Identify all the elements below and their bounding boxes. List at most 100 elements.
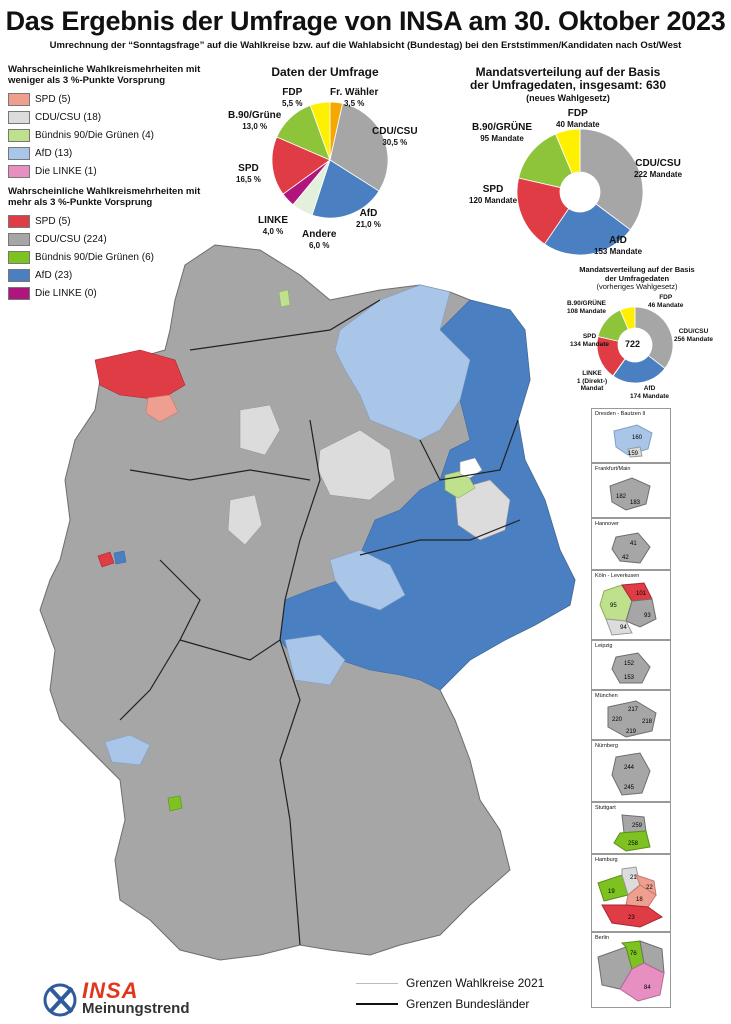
inset-hannover-name: Hannover <box>595 521 619 527</box>
pie-slice-fdp <box>619 306 636 330</box>
border-west-north <box>129 469 311 481</box>
legend-label: SPD (5) <box>35 215 71 227</box>
pie-survey-label-spd-name: SPD <box>238 163 259 174</box>
inset-nuernberg: Nürnberg 244 245 <box>591 740 671 802</box>
pie-seats-label-cdu: CDU/CSU 222 Mandate <box>634 158 682 180</box>
inset-berlin-name: Berlin <box>595 935 610 941</box>
legend-swatch <box>8 164 30 178</box>
border-hesse <box>119 559 201 721</box>
pie-seats-label-gruene-value: 95 Mandate <box>480 134 524 143</box>
pie-seats-label-cdu-name: CDU/CSU <box>635 158 681 169</box>
pie-survey-label-fw: Fr. Wähler 3,5 % <box>330 87 378 109</box>
inset-koeln-n3: 93 <box>644 613 651 619</box>
pie-old-label-gruene-name: B.90/GRÜNE <box>567 300 607 307</box>
pie-seats-chart <box>516 128 644 256</box>
inset-koeln-n1: 101 <box>636 591 647 597</box>
legend-label: AfD (23) <box>35 269 73 281</box>
inset-stuttgart-n1: 259 <box>632 823 643 829</box>
pie-survey-label-fw-value: 3,5 % <box>343 99 365 108</box>
region-afd-weak-palatinate <box>104 734 151 766</box>
legend-label: Die LINKE (1) <box>35 165 97 177</box>
insa-logo-brand: INSA <box>82 978 139 1003</box>
insa-logo-mark-icon <box>43 983 77 1017</box>
inset-hannover: Hannover 41 42 <box>591 518 671 570</box>
inset-leipzig-name: Leipzig <box>595 643 613 649</box>
legend-swatch <box>8 286 30 300</box>
legend-strong-heading: Wahrscheinliche Wahlkreismehrheiten mit … <box>8 186 201 208</box>
inset-muenchen-shape: 217 220 218 219 <box>607 700 657 738</box>
page-subtitle: Umrechnung der “Sonntagsfrage” auf die W… <box>49 40 682 51</box>
legend-swatch <box>8 268 30 282</box>
legend-bundeslaender-label: Grenzen Bundesländer <box>406 997 530 1011</box>
legend-bundeslaender: Grenzen Bundesländer <box>356 997 529 1011</box>
legend-label: SPD (5) <box>35 93 71 105</box>
inset-leipzig-n1: 152 <box>624 661 635 667</box>
inset-hamburg-n3: 19 <box>608 889 615 895</box>
legend-weak: Wahrscheinliche Wahlkreismehrheiten mit … <box>8 64 218 180</box>
inset-berlin: Berlin 76 84 <box>591 932 671 1008</box>
inset-muenchen: München 217 220 218 219 <box>591 690 671 740</box>
pie-seats-label-gruene-name: B.90/GRÜNE <box>472 122 533 133</box>
pie-old-total: 722 <box>625 339 641 349</box>
pie-survey-label-fdp-value: 5,5 % <box>282 99 303 108</box>
pie-slice-cdu-csu <box>634 306 674 370</box>
pie-old-label-spd: SPD 134 Mandate <box>570 333 609 348</box>
pie-old-label-cdu-name: CDU/CSU <box>678 328 709 335</box>
pie-survey-label-andere: Andere 6,0 % <box>302 229 336 251</box>
inset-stuttgart-n2: 258 <box>628 841 639 847</box>
border-bavaria <box>179 639 301 946</box>
inset-dresden-n2: 159 <box>628 451 639 457</box>
inset-hannover-shape: 41 42 <box>611 532 651 564</box>
inset-nuernberg-shape: 244 245 <box>611 752 651 796</box>
inset-frankfurt-n1: 182 <box>616 494 627 500</box>
inset-hamburg-n1: 21 <box>630 875 637 881</box>
pie-old-label-cdu: CDU/CSU 256 Mandate <box>674 328 713 343</box>
pie-old-label-spd-name: SPD <box>582 333 597 340</box>
legend-item: SPD (5) <box>8 90 218 108</box>
inset-dresden-shape: 160 159 <box>613 424 653 458</box>
pie-slice-fdp <box>309 101 331 161</box>
legend-swatch <box>8 232 30 246</box>
region-cdu-weak-center <box>317 429 396 501</box>
pie-old-label-afd: AfD 174 Mandate <box>630 385 669 400</box>
inset-koeln: Köln - Leverkusen 101 95 93 94 <box>591 570 671 640</box>
legend-item: SPD (5) <box>8 212 218 230</box>
insa-logo: INSA Meinungstrend <box>42 978 222 1020</box>
pie-old-label-linke-name: LINKE <box>582 370 602 377</box>
inset-hamburg: Hamburg 21 22 19 18 23 <box>591 854 671 932</box>
legend-item: Bündnis 90/Die Grünen (4) <box>8 126 218 144</box>
inset-dresden: Dresden - Bautzen II 160 159 <box>591 408 671 463</box>
inset-leipzig-shape: 152 153 <box>611 652 651 684</box>
pie-seats-label-spd-name: SPD <box>482 184 504 195</box>
legend-swatch <box>8 92 30 106</box>
legend-item: AfD (13) <box>8 144 218 162</box>
legend-swatch <box>8 110 30 124</box>
pie-slice-spd <box>271 136 331 195</box>
pie-survey-label-fdp: FDP 5,5 % <box>282 87 302 109</box>
pie-seats-title-line1: Mandatsverteilung auf der Basis <box>475 65 661 79</box>
pie-old-title-line2: der Umfragedaten <box>604 273 670 283</box>
pie-old-label-spd-value: 134 Mandate <box>570 340 610 348</box>
pie-slice-afd <box>543 203 631 256</box>
legend-label: Bündnis 90/Die Grünen (6) <box>35 251 154 263</box>
pie-seats-label-fdp-value: 40 Mandate <box>556 120 600 129</box>
inset-muenchen-n3: 218 <box>642 719 653 725</box>
pie-survey-label-gruene: B.90/Grüne 13,0 % <box>228 110 281 132</box>
region-cdu-weak-sachsenanhalt <box>227 494 263 546</box>
legend-label: AfD (13) <box>35 147 73 159</box>
pie-old-chart <box>596 306 674 384</box>
pie-survey-chart <box>271 101 389 219</box>
inset-muenchen-name: München <box>595 693 618 699</box>
inset-berlin-n2: 84 <box>644 985 651 991</box>
pie-seats-label-gruene: B.90/GRÜNE 95 Mandate <box>472 122 532 144</box>
border-saxony <box>359 519 521 556</box>
pie-old-label-fdp: FDP 46 Mandate <box>648 294 683 309</box>
inset-hannover-n2: 42 <box>622 555 629 561</box>
pie-seats-label-fdp-name: FDP <box>567 108 588 119</box>
pie-seats-note: (neues Wahlgesetz) <box>526 93 610 103</box>
border-north <box>189 299 381 351</box>
map-regions <box>94 284 576 812</box>
legend-swatch <box>8 250 30 264</box>
region-gruene-strong-freiburg <box>167 795 183 812</box>
